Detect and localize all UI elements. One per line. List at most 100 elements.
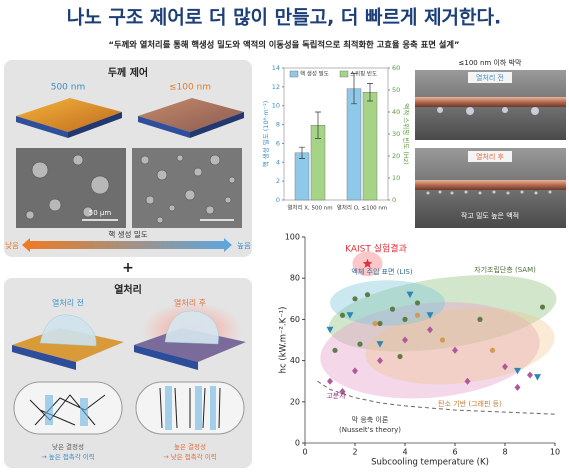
error-bar <box>315 111 321 139</box>
error-bar <box>351 73 357 105</box>
subtitle: “두께와 열처리를 통해 핵생성 밀도와 액적의 이동성을 독립적으로 최적화한… <box>109 40 460 50</box>
point <box>464 377 471 385</box>
point <box>346 312 354 319</box>
y2-tick-label: 20 <box>392 152 400 160</box>
point <box>427 326 433 334</box>
y2-tick-label: 60 <box>392 64 400 72</box>
region <box>330 280 445 326</box>
point <box>376 341 384 348</box>
x-tick-label: 4 <box>402 448 407 457</box>
surface-side <box>68 112 122 138</box>
y-tick-label: 0 <box>276 196 280 204</box>
point <box>362 258 373 268</box>
y-tick-label: 60 <box>290 315 300 324</box>
y-tick-label: 12 <box>272 83 280 91</box>
y-tick-label: 2 <box>276 177 280 185</box>
y-tick-label: 4 <box>276 158 280 166</box>
slab <box>12 328 124 362</box>
point <box>406 291 414 299</box>
point <box>372 320 378 327</box>
point <box>452 346 458 354</box>
region <box>328 275 557 352</box>
x-tick-label: 10 <box>550 448 560 457</box>
y-label: 핵 생성 밀도 (10⁹·m⁻²) <box>261 101 270 167</box>
point <box>339 388 346 395</box>
surface-side <box>190 112 244 138</box>
x-tick-label: 8 <box>502 448 507 457</box>
point <box>352 367 358 375</box>
point <box>357 341 363 347</box>
point <box>439 337 446 343</box>
point <box>327 377 333 385</box>
caption: → 낮은 접촉각 이력 <box>163 452 217 461</box>
point <box>332 347 338 353</box>
point <box>539 304 546 310</box>
error-bar <box>299 146 305 159</box>
x-tick-label: 6 <box>452 448 457 457</box>
series-label: 액체 주입 표면 (LIS) <box>351 267 412 276</box>
point <box>426 312 434 319</box>
high-label: 높음 <box>237 241 251 250</box>
droplet <box>164 310 219 345</box>
point <box>377 320 383 327</box>
photo-title: ≤100 nm 이하 박막 <box>459 58 522 67</box>
panel-title: 열처리 <box>114 283 142 296</box>
point <box>326 326 334 334</box>
point <box>402 336 408 344</box>
point <box>502 363 508 371</box>
y-tick-label: 0 <box>295 439 300 448</box>
x-label: Subcooling temperature (K) <box>371 458 489 468</box>
point <box>477 316 483 322</box>
point <box>534 374 541 381</box>
photo-label-bg <box>468 151 512 162</box>
point <box>339 312 346 318</box>
fibers <box>159 387 221 429</box>
droplet <box>39 314 97 347</box>
point <box>397 353 403 360</box>
legend-label: 핵 생성 밀도 <box>300 70 329 78</box>
label: 500 nm <box>51 83 86 93</box>
drops <box>426 190 552 195</box>
y2-label: 액적 스위핑 빈도 (Hz) <box>402 103 411 164</box>
photo-caption: 작고 밀도 높은 액적 <box>461 211 519 220</box>
bar <box>362 91 378 201</box>
point <box>364 292 371 298</box>
surface-side <box>16 116 68 138</box>
y2-tick-label: 40 <box>392 108 400 116</box>
caption: 낮은 결정성 <box>52 442 84 451</box>
label: ≤100 nm <box>169 83 211 93</box>
point <box>414 300 421 306</box>
crystals <box>45 386 216 430</box>
bar <box>294 152 310 201</box>
slab-side <box>134 345 198 370</box>
label: 열처리 전 <box>52 298 84 308</box>
x-tick-label: 0 <box>302 448 307 457</box>
y2-tick-label: 10 <box>392 174 400 182</box>
x-tick-label: 열처리 O, ≤100 nm <box>337 204 387 212</box>
caption: → 높은 접촉각 이력 <box>41 452 95 461</box>
point <box>514 367 521 375</box>
point <box>489 347 496 353</box>
photo-label: 열처리 후 <box>476 152 505 161</box>
tube <box>415 180 566 190</box>
surface <box>138 98 244 132</box>
photo-label: 열처리 전 <box>476 73 504 82</box>
point <box>352 296 358 302</box>
photo-label-bg <box>468 72 512 83</box>
point <box>527 371 533 379</box>
plus: + <box>122 260 134 276</box>
y-tick-label: 6 <box>276 139 280 147</box>
crystal-oval <box>13 381 123 435</box>
title: 나노 구조 제어로 더 많이 만들고, 더 빠르게 제거한다. <box>67 7 501 29</box>
y-tick-label: 80 <box>290 274 300 283</box>
series-label: KAIST 실험결과 <box>345 244 407 255</box>
region <box>365 307 555 385</box>
y2-tick-label: 50 <box>392 86 400 94</box>
point <box>414 312 421 318</box>
low-label: 낮음 <box>5 240 19 250</box>
y-tick-label: 40 <box>290 356 300 365</box>
caption: 높은 결정성 <box>174 442 206 451</box>
point <box>402 316 408 322</box>
